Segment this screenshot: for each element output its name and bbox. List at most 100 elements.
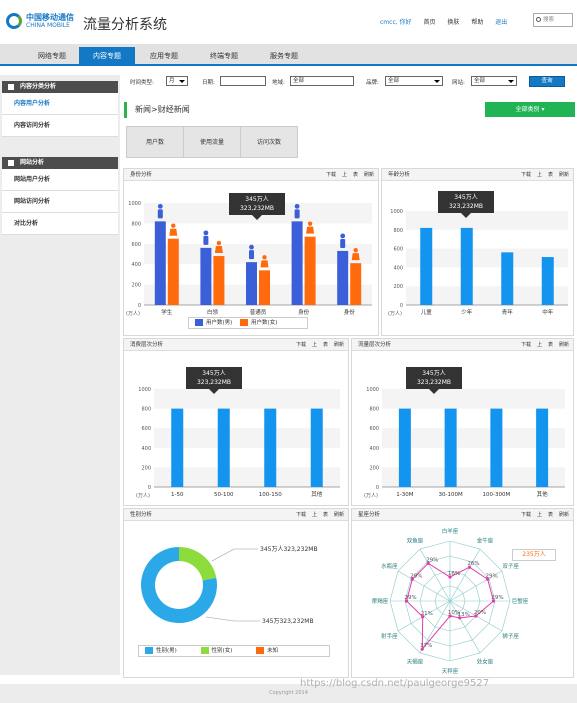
refresh-icon[interactable]: 刷新 xyxy=(333,342,344,348)
legend-item-female[interactable]: 性别(女) xyxy=(200,646,232,656)
nav-tab-terminal[interactable]: 终端专题 xyxy=(210,52,238,60)
upload-icon[interactable]: 上 xyxy=(341,172,347,178)
consume-panel: 消费层次分析 下载上表刷新 0 200 400 600 800 1000 (万人) 1-50 5… xyxy=(123,338,349,506)
brand-value: 全部 xyxy=(388,78,400,84)
refresh-icon[interactable]: 刷新 xyxy=(333,512,344,518)
time-type-value: 月 xyxy=(169,78,175,84)
upload-icon[interactable]: 上 xyxy=(311,342,317,348)
nav-tab-service[interactable]: 服务专题 xyxy=(270,52,298,60)
table-icon[interactable]: 表 xyxy=(322,342,328,348)
tooltip-line: 345万人 xyxy=(422,370,446,377)
radar-axis-label: 摩羯座 xyxy=(372,597,389,605)
download-icon[interactable]: 下载 xyxy=(295,512,306,518)
radar-value-label: 10% xyxy=(448,610,460,616)
x-tick-label: 1-50 xyxy=(171,492,184,498)
y-tick-label: 600 xyxy=(141,426,151,432)
panel-title: 流量层次分析 xyxy=(358,342,392,348)
upload-icon[interactable]: 上 xyxy=(536,512,542,518)
search-icon[interactable] xyxy=(536,17,541,22)
nav-tab-app[interactable]: 应用专题 xyxy=(150,52,178,60)
tab-user-count[interactable]: 用户数 xyxy=(126,126,184,158)
filter-bar: 时间类型: 月 日期: 地域: 全部 品牌: 全部 网站: 全部 查询 xyxy=(122,72,574,92)
logo-mark-icon xyxy=(6,13,22,29)
male-person-icon xyxy=(249,250,254,260)
traffic-tooltip: 345万人 323,232MB xyxy=(406,367,462,394)
nav-tab-content[interactable]: 内容专题 xyxy=(79,47,135,66)
tab-visits[interactable]: 访问次数 xyxy=(240,126,298,158)
logout-link[interactable]: 退出 xyxy=(495,19,508,26)
identity-bar-chart[interactable]: 0 200 400 600 800 1000 (万人) 学生 白领 普通员 身份 身份 xyxy=(124,181,380,337)
radar-axis-label: 巨蟹座 xyxy=(512,597,529,605)
sidebar-item-content-visits[interactable]: 内容访问分析 xyxy=(2,115,118,137)
bar xyxy=(541,257,554,305)
y-tick-label: 800 xyxy=(369,407,379,413)
download-icon[interactable]: 下载 xyxy=(520,342,531,348)
zodiac-tooltip: 235万人 xyxy=(512,549,556,561)
sidebar-item-site-visits[interactable]: 网站访问分析 xyxy=(2,191,118,213)
legend-item-male[interactable]: 性别(男) xyxy=(145,646,177,656)
region-select[interactable]: 全部 xyxy=(290,76,354,86)
nav-tab-network[interactable]: 网络专题 xyxy=(38,52,66,60)
download-icon[interactable]: 下载 xyxy=(295,342,306,348)
table-icon[interactable]: 表 xyxy=(547,342,553,348)
china-mobile-logo[interactable]: 中国移动通信 CHINA MOBILE xyxy=(6,11,76,35)
user-greeting-link[interactable]: cmcc, 你好 xyxy=(380,19,412,26)
sidebar-group-title[interactable]: 网站分析 xyxy=(2,157,118,169)
table-icon[interactable]: 表 xyxy=(322,512,328,518)
home-link[interactable]: 首页 xyxy=(423,19,436,26)
sidebar-item-site-users[interactable]: 网站用户分析 xyxy=(2,169,118,191)
date-input[interactable] xyxy=(220,76,266,86)
query-button[interactable]: 查询 xyxy=(529,76,565,87)
logo-text-cn: 中国移动通信 xyxy=(26,13,74,22)
female-person-icon xyxy=(353,247,358,253)
legend-item-male[interactable]: 用户数(男) xyxy=(195,318,232,328)
sidebar-group-title[interactable]: 内容分类分析 xyxy=(2,81,118,93)
upload-icon[interactable]: 上 xyxy=(536,172,542,178)
gender-donut-chart[interactable]: 345万人323,232MB 345万323,232MB xyxy=(124,521,350,679)
tab-traffic[interactable]: 使用流量 xyxy=(183,126,241,158)
radar-value-label: 21% xyxy=(421,611,433,617)
table-icon[interactable]: 表 xyxy=(352,172,358,178)
traffic-bar-chart[interactable]: 0 200 400 600 800 1000 (万人) 1-30M 30-100M 100-300… xyxy=(352,351,575,507)
bar-male xyxy=(200,247,212,305)
brand-select[interactable]: 全部 xyxy=(385,76,443,86)
sidebar-item-content-users[interactable]: 内容用户分析 xyxy=(2,93,118,115)
skin-link[interactable]: 换肤 xyxy=(447,19,460,26)
refresh-icon[interactable]: 刷新 xyxy=(363,172,374,178)
panel-title: 消费层次分析 xyxy=(130,342,164,348)
table-icon[interactable]: 表 xyxy=(547,512,553,518)
radar-value-label: 29% xyxy=(491,595,503,601)
y-tick-label: 1000 xyxy=(366,387,379,393)
donut-label-top: 345万人323,232MB xyxy=(260,546,318,553)
refresh-icon[interactable]: 刷新 xyxy=(558,172,569,178)
download-icon[interactable]: 下载 xyxy=(520,512,531,518)
search-input[interactable]: 搜索 xyxy=(533,13,573,27)
bar-female xyxy=(167,238,179,305)
upload-icon[interactable]: 上 xyxy=(536,342,542,348)
x-tick-label: 学生 xyxy=(161,308,173,316)
female-person-icon xyxy=(171,223,176,228)
refresh-icon[interactable]: 刷新 xyxy=(558,512,569,518)
upload-icon[interactable]: 上 xyxy=(311,512,317,518)
help-link[interactable]: 帮助 xyxy=(471,19,484,26)
x-tick-label: 青年 xyxy=(502,308,514,316)
refresh-icon[interactable]: 刷新 xyxy=(558,342,569,348)
category-dropdown-button[interactable]: 全部类别 ▾ xyxy=(485,102,575,117)
time-type-select[interactable]: 月 xyxy=(166,76,188,86)
y-unit-label: (万人) xyxy=(364,493,378,499)
sidebar-item-compare[interactable]: 对比分析 xyxy=(2,213,118,235)
table-icon[interactable]: 表 xyxy=(547,172,553,178)
chevron-down-icon xyxy=(434,80,440,83)
consume-bar-chart[interactable]: 0 200 400 600 800 1000 (万人) 1-50 50-100 100-150 其他 xyxy=(124,351,350,507)
legend-item-unknown[interactable]: 未知 xyxy=(256,646,278,656)
grid-band xyxy=(382,389,565,409)
site-select[interactable]: 全部 xyxy=(471,76,517,86)
age-bar-chart[interactable]: 0 200 400 600 800 1000 (万人) 儿童 少年 青年 中年 xyxy=(382,181,575,337)
panel-tools: 下载上表刷新 xyxy=(515,509,569,521)
radar-value-label: 37% xyxy=(420,643,432,649)
download-icon[interactable]: 下载 xyxy=(520,172,531,178)
download-icon[interactable]: 下载 xyxy=(325,172,336,178)
legend-item-female[interactable]: 用户数(女) xyxy=(240,318,277,328)
radar-axis-label: 射手座 xyxy=(381,632,398,640)
